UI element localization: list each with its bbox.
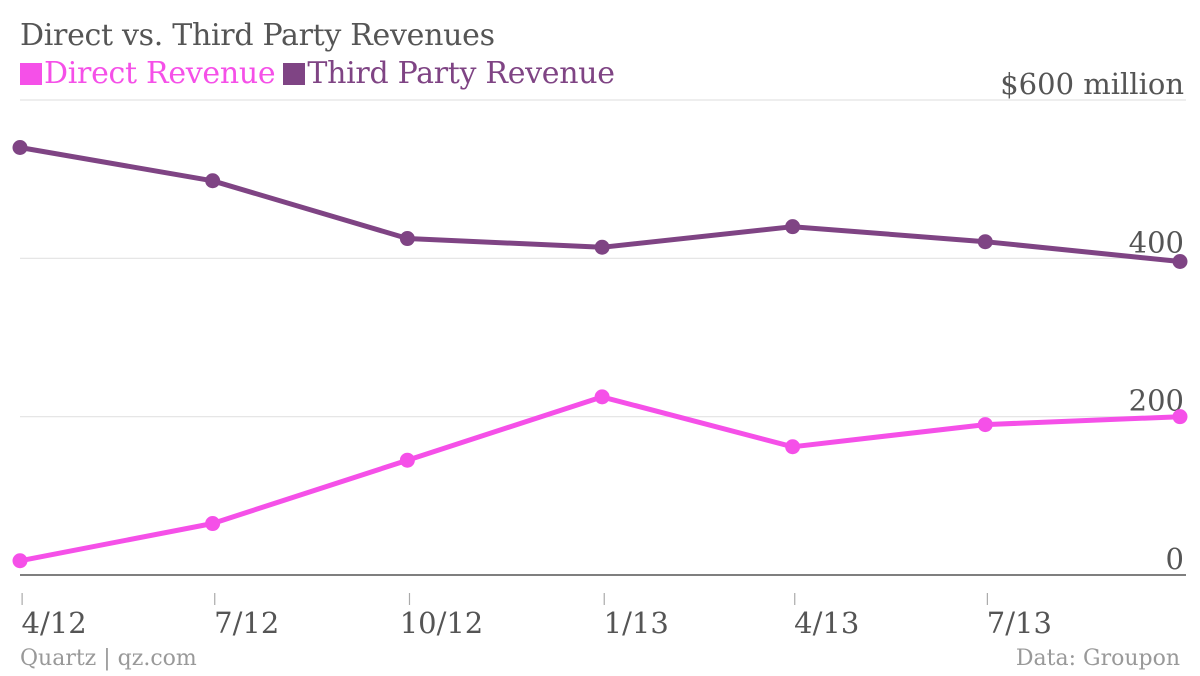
x-tick-label-5: 7/13 <box>987 606 1052 640</box>
y-tick-label-400: 400 <box>1129 225 1184 259</box>
data-point-direct-revenue-0 <box>12 553 28 569</box>
footer-data-source: Data: Groupon <box>1015 646 1180 671</box>
legend-swatch-direct-revenue <box>20 62 42 85</box>
y-tick-label-0: 0 <box>1166 542 1184 576</box>
footer-credit: Quartz | qz.com <box>20 646 197 671</box>
legend-item-third-party-revenue: Third Party Revenue <box>283 56 615 91</box>
data-point-direct-revenue-4 <box>785 439 801 455</box>
data-point-third-party-revenue-5 <box>977 234 993 250</box>
data-point-direct-revenue-6 <box>1172 409 1188 425</box>
data-point-third-party-revenue-0 <box>12 140 28 155</box>
data-point-direct-revenue-2 <box>399 452 415 468</box>
x-tick-label-3: 1/13 <box>604 606 669 640</box>
data-point-third-party-revenue-4 <box>785 219 801 235</box>
x-tick-label-4: 4/13 <box>794 606 859 640</box>
x-tick-label-1: 7/12 <box>214 606 279 640</box>
data-point-direct-revenue-1 <box>205 516 221 532</box>
legend-label-direct-revenue: Direct Revenue <box>44 56 276 91</box>
series-line-direct-revenue <box>17 394 1183 564</box>
x-tick-label-0: 4/12 <box>22 606 87 640</box>
y-tick-label-600: $600 million <box>1000 67 1184 101</box>
data-point-direct-revenue-3 <box>594 389 610 405</box>
data-point-third-party-revenue-2 <box>399 231 415 247</box>
data-point-direct-revenue-5 <box>977 417 993 433</box>
legend-item-direct-revenue: Direct Revenue <box>20 56 276 91</box>
legend-label-third-party-revenue: Third Party Revenue <box>307 56 615 91</box>
data-point-third-party-revenue-1 <box>205 173 221 189</box>
chart-title: Direct vs. Third Party Revenues <box>20 18 495 53</box>
legend-swatch-third-party-revenue <box>283 62 306 85</box>
data-point-third-party-revenue-6 <box>1172 254 1188 269</box>
x-tick-label-2: 10/12 <box>400 606 484 640</box>
legend: Direct Revenue Third Party Revenue <box>20 56 623 91</box>
data-point-third-party-revenue-3 <box>594 239 610 255</box>
